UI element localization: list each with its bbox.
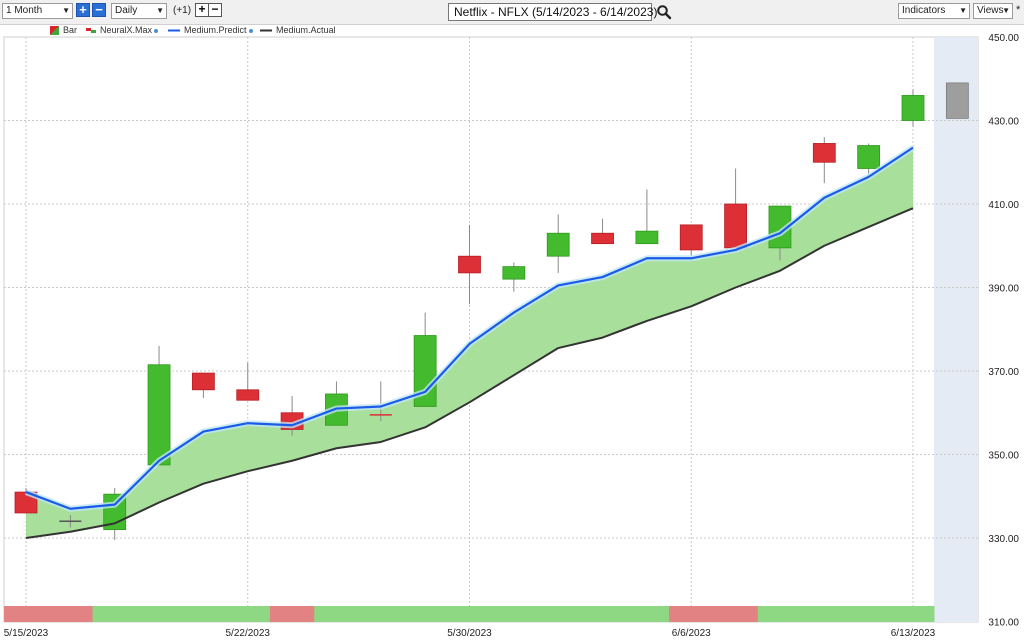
signal-down [4, 606, 49, 622]
y-tick-label: 390.00 [988, 284, 1019, 295]
predict-legend-icon [168, 29, 180, 32]
legend-item-actual: Medium.Actual [260, 25, 336, 35]
info-dot-icon[interactable] [154, 28, 159, 33]
chevron-down-icon: ▼ [156, 6, 164, 15]
predict-actual-band [26, 147, 913, 538]
y-tick-label: 330.00 [988, 534, 1019, 545]
neuralx-legend-icon [86, 28, 96, 34]
period-decrease-button[interactable]: − [92, 3, 106, 17]
signal-up [225, 606, 271, 622]
y-tick-label: 450.00 [988, 33, 1019, 44]
signal-up [757, 606, 803, 622]
chevron-down-icon: ▼ [62, 6, 70, 15]
offset-increase-button[interactable]: + [195, 3, 209, 17]
legend-label: Bar [63, 25, 78, 35]
forecast-region [934, 37, 978, 622]
signal-down [48, 606, 94, 622]
signal-up [358, 606, 404, 622]
period-select-value: 1 Month [6, 5, 43, 16]
y-tick-label: 430.00 [988, 117, 1019, 128]
signal-up [136, 606, 182, 622]
chevron-down-icon: ▼ [959, 6, 967, 15]
forecast-bar [945, 82, 969, 119]
actual-line [25, 207, 914, 539]
legend-item-bar: Bar [50, 25, 78, 36]
signal-up [536, 606, 581, 622]
views-select-label: Views [977, 5, 1004, 16]
legend-label: Medium.Predict [184, 25, 247, 35]
signal-up [580, 606, 626, 622]
symbol-title-text: Netflix - NFLX (5/14/2023 - 6/14/2023) [454, 5, 658, 19]
candle-down [679, 224, 703, 251]
legend-label: NeuralX.Max [100, 25, 153, 35]
y-tick-label: 350.00 [988, 451, 1019, 462]
candle-down [191, 372, 215, 391]
x-tick-label: 5/22/2023 [226, 628, 271, 639]
candle-up [546, 232, 570, 257]
chevron-down-icon: ▼ [1002, 6, 1010, 15]
legend-item-predict: Medium.Predict [168, 25, 253, 35]
x-tick-label: 6/13/2023 [891, 628, 936, 639]
signal-down [669, 606, 714, 622]
interval-select[interactable]: Daily ▼ [111, 3, 167, 19]
offset-decrease-button[interactable]: − [208, 3, 222, 17]
legend-label: Medium.Actual [276, 25, 336, 35]
candle-down [236, 389, 260, 401]
signal-up [314, 606, 360, 622]
offset-label: (+1) [173, 5, 192, 16]
signal-up [802, 606, 847, 622]
views-select[interactable]: Views ▼ [973, 3, 1013, 19]
signal-up [402, 606, 448, 622]
actual-legend-icon [260, 29, 272, 32]
bar-legend-icon [50, 26, 59, 36]
info-dot-icon[interactable] [248, 28, 253, 33]
toolbar: 1 Month ▼ + − Daily ▼ (+1) + − Netflix -… [0, 0, 1024, 25]
predict-line [25, 146, 914, 510]
signal-up [92, 606, 138, 622]
y-tick-label: 410.00 [988, 200, 1019, 211]
period-select[interactable]: 1 Month ▼ [2, 3, 73, 19]
period-increase-button[interactable]: + [76, 3, 90, 17]
candle-up [147, 364, 171, 466]
signal-down [713, 606, 759, 622]
x-tick-label: 6/6/2023 [672, 628, 711, 639]
signal-up [181, 606, 227, 622]
candle-down [812, 143, 836, 163]
search-icon[interactable] [656, 4, 672, 20]
signal-up [846, 606, 892, 622]
symbol-title-field[interactable]: Netflix - NFLX (5/14/2023 - 6/14/2023) [448, 3, 657, 21]
options-star[interactable]: * [1016, 4, 1021, 16]
y-tick-label: 370.00 [988, 367, 1019, 378]
y-tick-label: 310.00 [988, 618, 1019, 629]
candle-up [901, 95, 925, 121]
candle-down [591, 232, 614, 245]
x-tick-label: 5/30/2023 [447, 628, 492, 639]
x-tick-label: 5/15/2023 [4, 628, 49, 639]
signal-up [491, 606, 537, 622]
signal-down [269, 606, 315, 622]
candle-up [502, 266, 526, 280]
indicators-select[interactable]: Indicators ▼ [898, 3, 970, 19]
legend-item-neuralx: NeuralX.Max [86, 25, 159, 35]
signal-up [624, 606, 670, 622]
candle-up [857, 145, 881, 169]
candle-down [458, 255, 481, 274]
indicators-select-label: Indicators [902, 5, 946, 16]
signal-up [890, 606, 935, 622]
signal-up [447, 606, 493, 622]
candle-up [635, 230, 659, 245]
interval-select-value: Daily [115, 5, 138, 16]
candle-down [724, 203, 747, 249]
